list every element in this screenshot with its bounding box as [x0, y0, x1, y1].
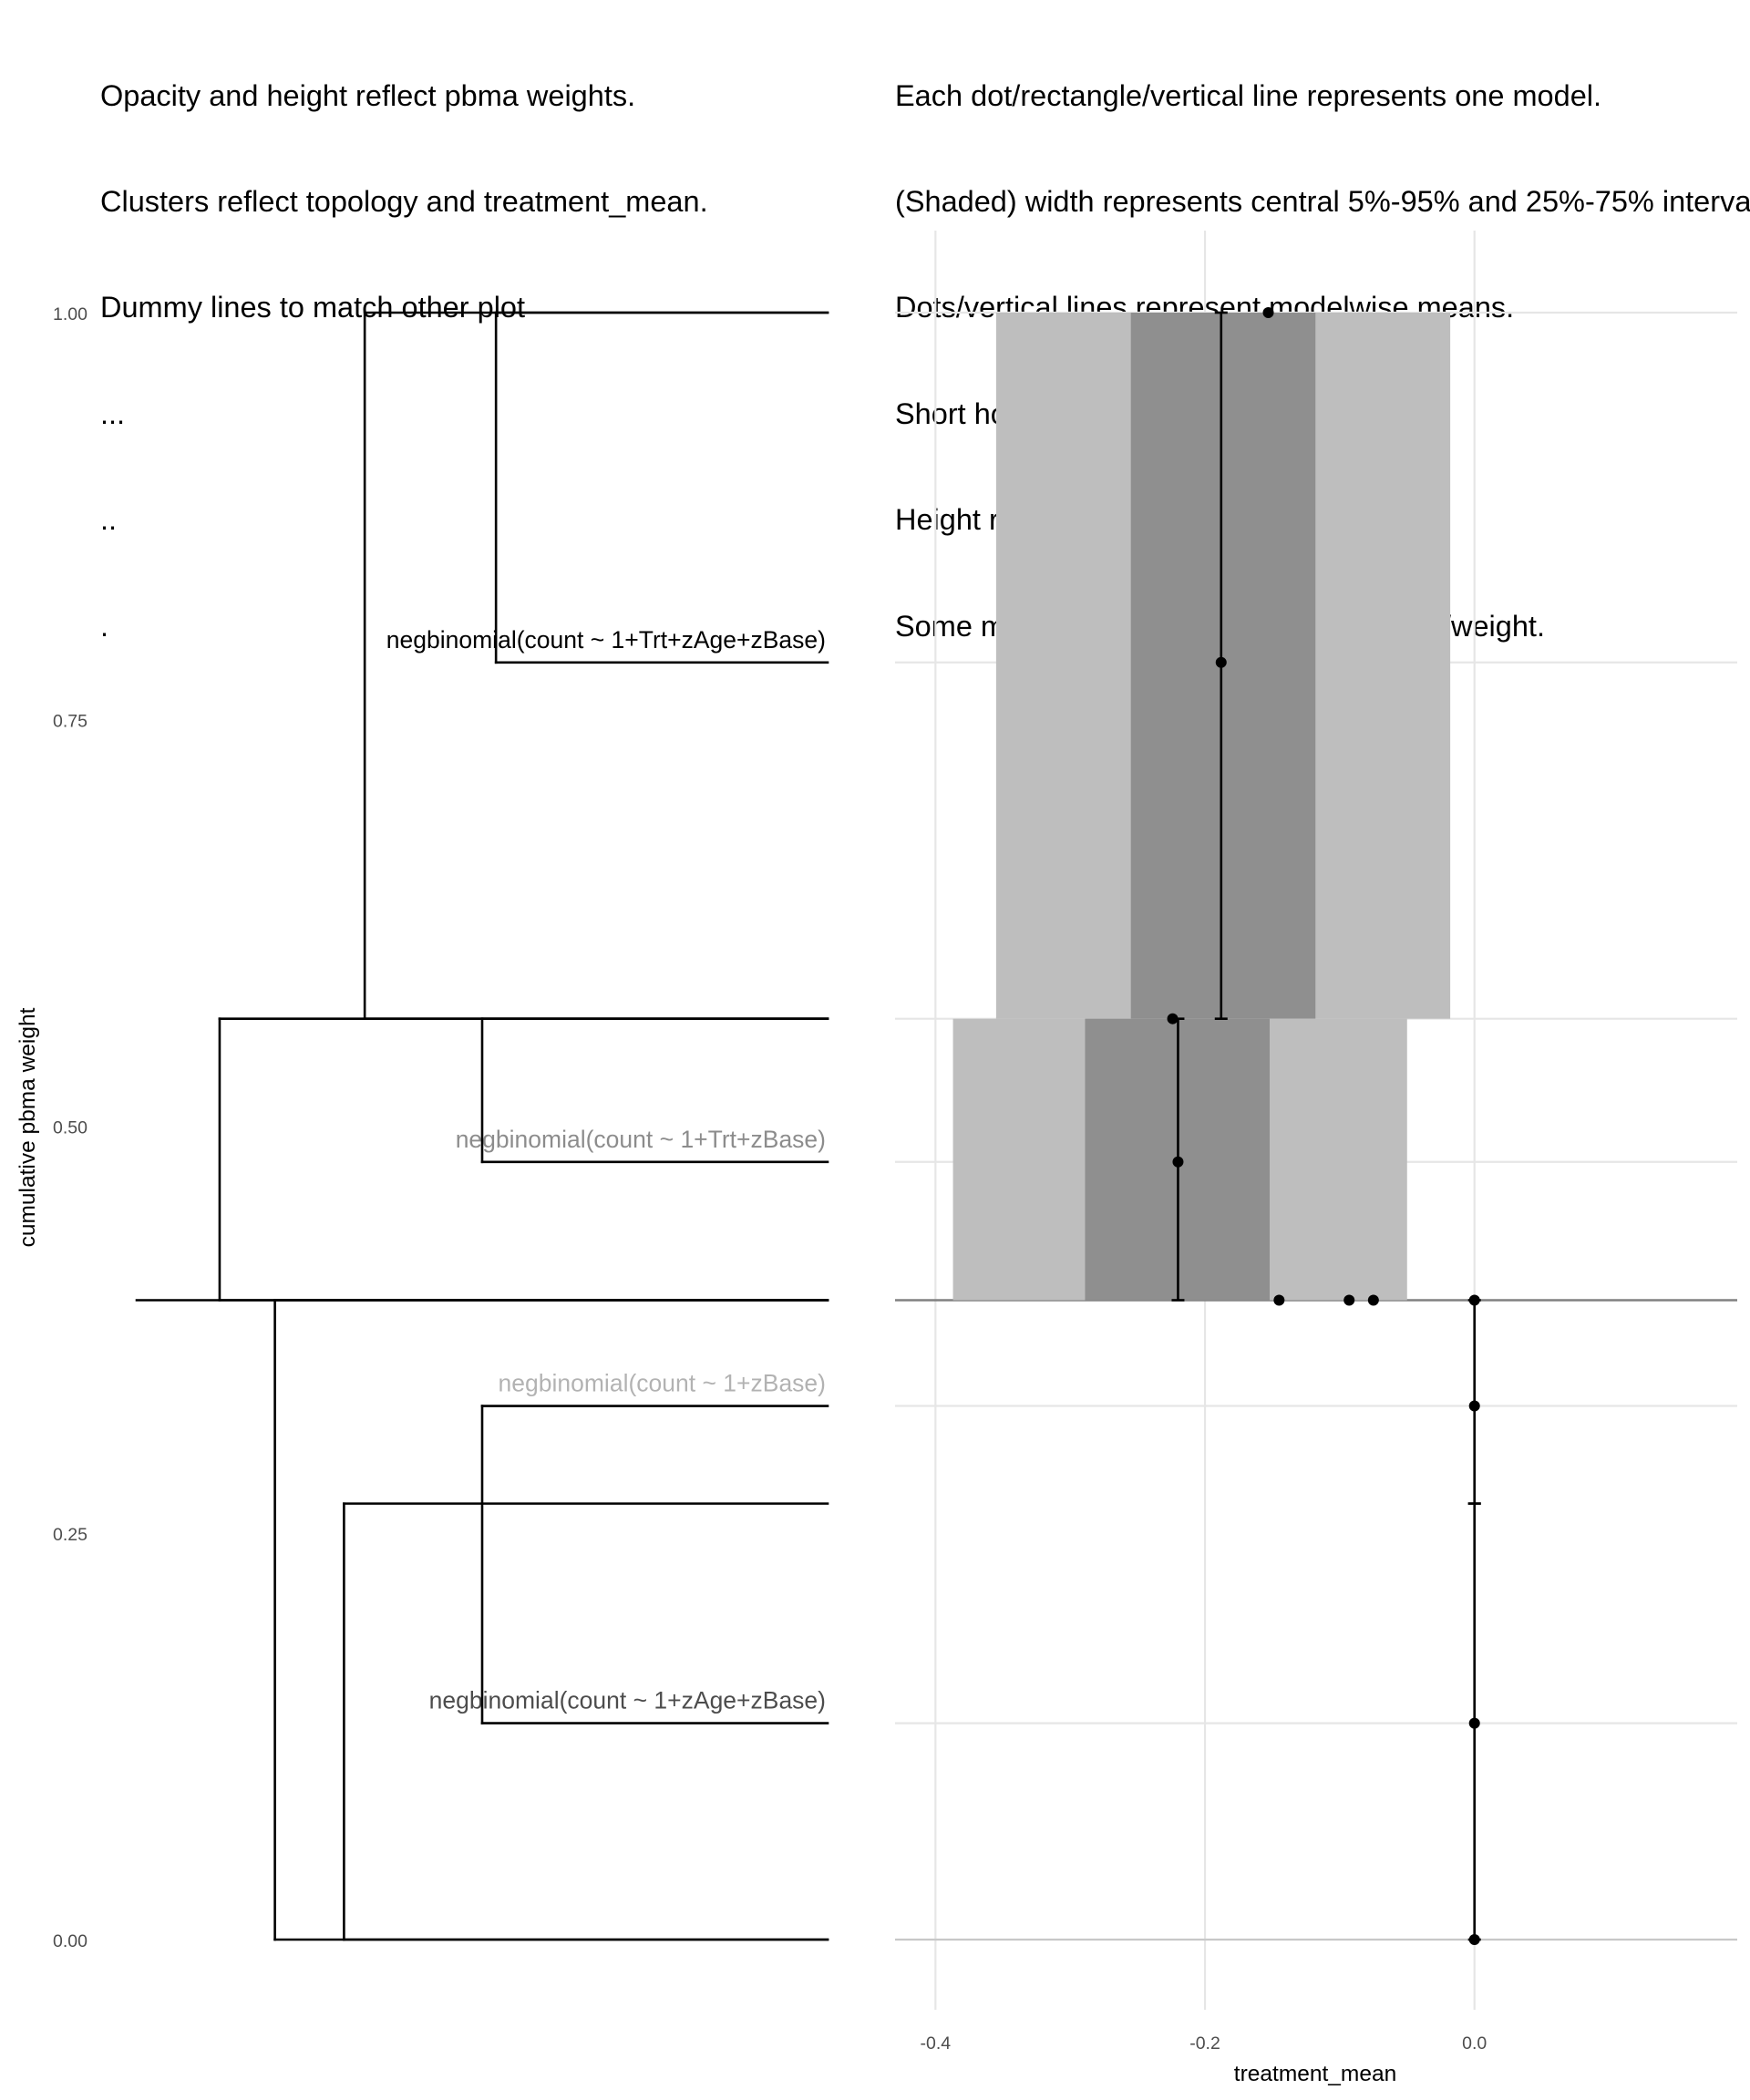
- left-caption-line: Opacity and height reflect pbma weights.: [100, 78, 636, 112]
- x-tick-label: -0.4: [921, 2033, 952, 2054]
- right-caption-line: Each dot/rectangle/vertical line represe…: [895, 78, 1602, 112]
- x-tick-label: -0.2: [1189, 2033, 1220, 2054]
- y-axis-title: cumulative pbma weight: [15, 1007, 40, 1247]
- data-point: [1167, 1013, 1179, 1024]
- data-point: [1468, 1400, 1480, 1412]
- leaf-label: negbinomial(count ~ 1+Trt+zBase): [456, 1126, 826, 1153]
- y-tick-label: 0.75: [53, 711, 88, 731]
- data-point: [1468, 1717, 1480, 1729]
- left-caption: Opacity and height reflect pbma weights.…: [100, 7, 708, 715]
- data-point: [1273, 1294, 1285, 1306]
- y-tick-label: 0.50: [53, 1118, 88, 1138]
- interval-panel: -0.4 -0.2 0.0: [895, 231, 1737, 2054]
- y-tick-label: 0.00: [53, 1931, 88, 1951]
- left-caption-line: ...: [100, 396, 126, 430]
- x-axis-title: treatment_mean: [1234, 2062, 1396, 2086]
- data-point: [1468, 1934, 1480, 1945]
- dendrogram-panel: 0.00 0.25 0.50 0.75 1.00 negbinomial(count ~ …: [53, 304, 829, 1951]
- right-caption-line: (Shaded) width represents central 5%-95%…: [895, 184, 1750, 218]
- left-caption-line: Dummy lines to match other plot: [100, 291, 526, 324]
- data-point: [1215, 656, 1227, 668]
- data-point: [1343, 1294, 1355, 1306]
- data-point: [1367, 1294, 1379, 1306]
- y-tick-label: 0.25: [53, 1525, 88, 1545]
- x-tick-label: 0.0: [1462, 2033, 1487, 2054]
- leaf-label: negbinomial(count ~ 1+Trt+zAge+zBase): [386, 626, 826, 654]
- leaf-label: negbinomial(count ~ 1+zBase): [499, 1370, 826, 1397]
- y-tick-label: 1.00: [53, 304, 88, 324]
- data-point: [1262, 307, 1274, 318]
- data-point: [1468, 1294, 1480, 1306]
- leaf-label: negbinomial(count ~ 1+zAge+zBase): [429, 1687, 826, 1714]
- data-point: [1172, 1156, 1184, 1168]
- left-caption-line: Clusters reflect topology and treatment_…: [100, 184, 708, 218]
- left-caption-line: .: [100, 609, 109, 643]
- left-caption-line: ..: [100, 503, 118, 537]
